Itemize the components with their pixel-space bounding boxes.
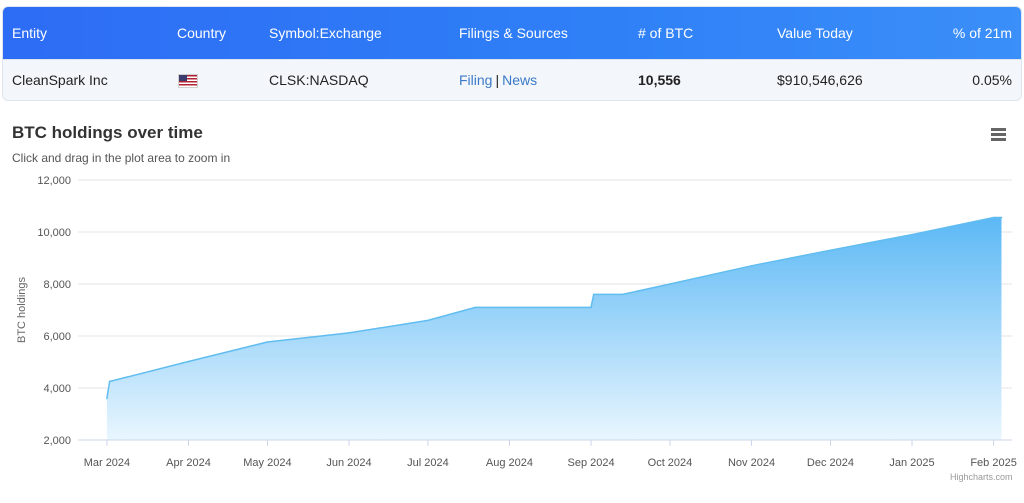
header-percent-21m[interactable]: % of 21m xyxy=(952,25,1012,41)
x-tick-label: Dec 2024 xyxy=(807,457,854,469)
filings-sources-cell: Filing | News xyxy=(450,72,630,88)
y-tick-label: 2,000 xyxy=(43,435,71,447)
data-point[interactable] xyxy=(1000,216,1003,219)
header-filings-sources[interactable]: Filings & Sources xyxy=(459,25,568,41)
btc-holdings-area[interactable] xyxy=(106,217,1002,441)
x-tick-label: Feb 2025 xyxy=(970,457,1016,469)
data-point[interactable] xyxy=(108,380,111,383)
us-flag-icon xyxy=(178,74,198,89)
header-entity[interactable]: Entity xyxy=(12,25,48,41)
chart-title: BTC holdings over time xyxy=(12,123,203,142)
hamburger-menu-icon[interactable] xyxy=(988,124,1010,144)
header-value-today[interactable]: Value Today xyxy=(777,25,853,41)
table-header-row: Entity Country Symbol:Exchange Filings &… xyxy=(3,7,1021,59)
data-point[interactable] xyxy=(348,332,350,334)
data-point[interactable] xyxy=(427,319,429,322)
data-point[interactable] xyxy=(750,265,753,267)
header-symbol-exchange[interactable]: Symbol:Exchange xyxy=(269,25,382,41)
highcharts-credit[interactable]: Highcharts.com xyxy=(950,472,1013,482)
y-tick-label: 6,000 xyxy=(43,331,71,343)
btc-count: 10,556 xyxy=(638,72,681,88)
y-tick-label: 8,000 xyxy=(43,279,71,291)
data-point[interactable] xyxy=(911,233,913,236)
y-tick-label: 12,000 xyxy=(37,175,71,187)
data-point[interactable] xyxy=(106,397,108,400)
holdings-table: Entity Country Symbol:Exchange Filings &… xyxy=(2,6,1022,101)
chart-subtitle: Click and drag in the plot area to zoom … xyxy=(12,151,231,165)
data-point[interactable] xyxy=(474,306,477,309)
y-tick-label: 4,000 xyxy=(43,383,71,395)
symbol-exchange: CLSK:NASDAQ xyxy=(269,72,369,88)
data-point[interactable] xyxy=(187,360,190,363)
x-tick-label: Mar 2024 xyxy=(84,457,130,469)
header-btc-count[interactable]: # of BTC xyxy=(638,25,694,41)
data-point[interactable] xyxy=(266,341,269,343)
table-row: CleanSpark Inc CLSK:NASDAQ Filing | News 1… xyxy=(3,59,1021,100)
x-tick-label: Aug 2024 xyxy=(486,457,533,469)
data-point[interactable] xyxy=(669,283,671,285)
x-tick-label: Jul 2024 xyxy=(407,457,449,469)
data-point[interactable] xyxy=(992,216,995,219)
data-point[interactable] xyxy=(590,306,592,309)
x-tick-label: Jan 2025 xyxy=(889,457,934,469)
data-point[interactable] xyxy=(829,249,832,251)
x-tick-label: Nov 2024 xyxy=(728,457,775,469)
header-country[interactable]: Country xyxy=(177,25,227,41)
data-point[interactable] xyxy=(592,293,595,296)
x-tick-label: Apr 2024 xyxy=(166,457,211,469)
percent-of-21m: 0.05% xyxy=(972,72,1012,88)
entity-name: CleanSpark Inc xyxy=(12,72,108,88)
link-separator: | xyxy=(495,72,500,88)
data-point[interactable] xyxy=(621,293,624,296)
x-tick-label: May 2024 xyxy=(243,457,291,469)
value-today: $910,546,626 xyxy=(777,72,863,88)
x-tick-label: Jun 2024 xyxy=(326,457,371,469)
news-link[interactable]: News xyxy=(502,72,538,88)
country-cell xyxy=(168,72,260,89)
filing-link[interactable]: Filing xyxy=(459,72,493,88)
x-tick-label: Sep 2024 xyxy=(567,457,614,469)
btc-holdings-line[interactable] xyxy=(106,216,1002,399)
x-tick-label: Oct 2024 xyxy=(648,457,693,469)
y-axis-title: BTC holdings xyxy=(16,276,28,343)
y-tick-label: 10,000 xyxy=(37,227,71,239)
